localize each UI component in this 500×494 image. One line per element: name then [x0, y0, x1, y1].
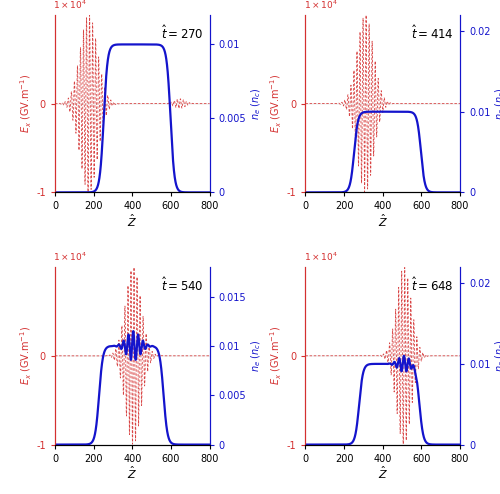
- Y-axis label: $E_x$ (GV.m$^{-1}$): $E_x$ (GV.m$^{-1}$): [268, 74, 284, 133]
- Text: $1\times10^4$: $1\times10^4$: [54, 0, 88, 11]
- Y-axis label: $E_x$ (GV.m$^{-1}$): $E_x$ (GV.m$^{-1}$): [18, 74, 34, 133]
- Text: $1\times10^4$: $1\times10^4$: [304, 251, 338, 263]
- Y-axis label: $n_e$ ($n_c$): $n_e$ ($n_c$): [494, 339, 500, 372]
- Text: $\hat{t} = 414$: $\hat{t} = 414$: [411, 24, 454, 41]
- Y-axis label: $E_x$ (GV.m$^{-1}$): $E_x$ (GV.m$^{-1}$): [18, 327, 34, 385]
- Y-axis label: $E_x$ (GV.m$^{-1}$): $E_x$ (GV.m$^{-1}$): [268, 327, 284, 385]
- Text: $\hat{t} = 540$: $\hat{t} = 540$: [161, 276, 204, 294]
- Text: $1\times10^4$: $1\times10^4$: [304, 0, 338, 11]
- X-axis label: $\hat{Z}$: $\hat{Z}$: [378, 213, 388, 229]
- X-axis label: $\hat{Z}$: $\hat{Z}$: [128, 213, 138, 229]
- Text: $\hat{t} = 648$: $\hat{t} = 648$: [411, 276, 454, 294]
- Y-axis label: $n_e$ ($n_c$): $n_e$ ($n_c$): [249, 87, 262, 120]
- Y-axis label: $n_e$ ($n_c$): $n_e$ ($n_c$): [249, 339, 262, 372]
- Y-axis label: $n_e$ ($n_c$): $n_e$ ($n_c$): [494, 87, 500, 120]
- X-axis label: $\hat{Z}$: $\hat{Z}$: [128, 465, 138, 482]
- X-axis label: $\hat{Z}$: $\hat{Z}$: [378, 465, 388, 482]
- Text: $\hat{t} = 270$: $\hat{t} = 270$: [161, 24, 204, 41]
- Text: $1\times10^4$: $1\times10^4$: [54, 251, 88, 263]
